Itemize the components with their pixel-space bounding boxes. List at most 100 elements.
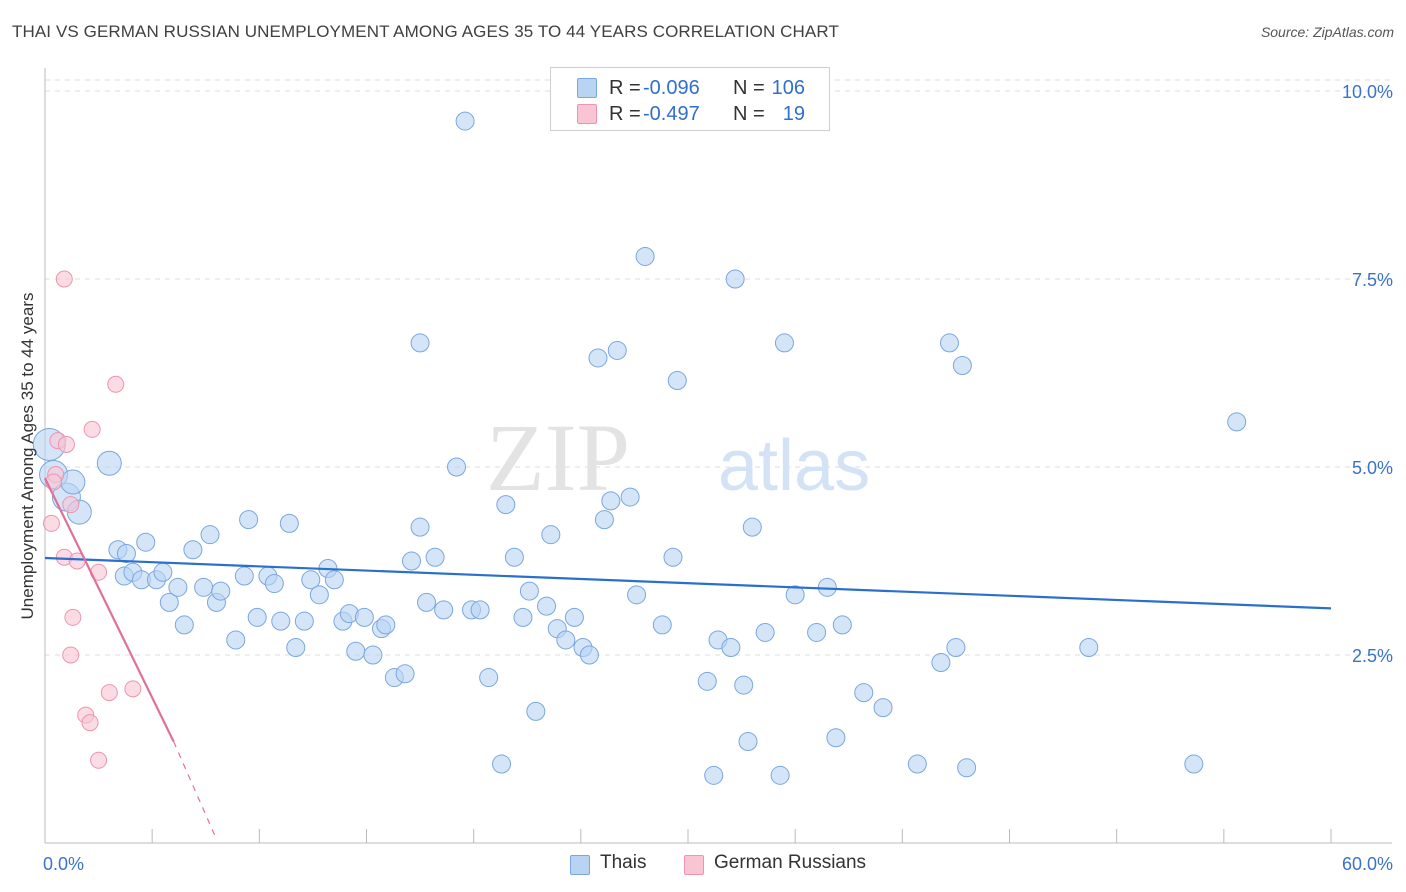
thai-point (738, 731, 758, 751)
x-tick-label-min: 0.0% (43, 854, 84, 874)
thai-point (376, 615, 396, 635)
thai-point (556, 630, 576, 650)
thai-point (946, 637, 966, 657)
thai-point (159, 592, 179, 612)
x-tick-label-max: 60.0% (1342, 854, 1393, 874)
german-russian-trend-line (44, 477, 175, 742)
thai-point (635, 246, 655, 266)
source-credit: Source: ZipAtlas.com (1260, 24, 1394, 40)
thai-point (774, 333, 794, 353)
thai-point (96, 450, 122, 476)
legend-n-label: N = (733, 103, 765, 125)
correlation-legend: R = -0.096 N = 106 R = -0.497 N = 19 (550, 67, 830, 131)
thai-point (470, 600, 490, 620)
thai-point (363, 645, 383, 665)
thai-point (734, 675, 754, 695)
thai-point (667, 371, 687, 391)
thai-point (907, 754, 927, 774)
thai-point (939, 333, 959, 353)
y-tick-label: 7.5% (1352, 270, 1393, 290)
legend-row-german-russians: R = -0.497 N = 19 (551, 101, 829, 127)
thai-point (579, 645, 599, 665)
thai-point (931, 653, 951, 673)
thai-point (513, 607, 533, 627)
thais-legend-label: Thais (600, 852, 647, 873)
thai-point (395, 664, 415, 684)
thai-point (826, 728, 846, 748)
thai-point (601, 491, 621, 511)
german-russian-point (83, 420, 101, 438)
watermark: ZIP atlas (486, 404, 870, 511)
thai-point (200, 525, 220, 545)
thai-point (594, 510, 614, 530)
thai-point (492, 754, 512, 774)
thai-point (60, 469, 86, 495)
thai-point (652, 615, 672, 635)
thai-points (32, 111, 1247, 785)
thai-point (952, 355, 972, 375)
legend-r-label: R = (609, 103, 641, 125)
thai-point (588, 348, 608, 368)
thai-point (1227, 412, 1247, 432)
german-russian-point (81, 714, 99, 732)
german-russians-legend-label: German Russians (714, 852, 867, 873)
thai-point (519, 581, 539, 601)
thai-point (479, 668, 499, 688)
thai-point (957, 758, 977, 778)
thai-point (194, 577, 214, 597)
thai-point (620, 487, 640, 507)
thai-point (697, 671, 717, 691)
thai-point (755, 622, 775, 642)
german-russians-swatch (577, 104, 597, 124)
y-axis-label: Unemployment Among Ages 35 to 44 years (18, 292, 37, 620)
thai-point (873, 698, 893, 718)
german-russian-point (57, 435, 75, 453)
legend-n-label: N = (733, 77, 765, 99)
thai-point (346, 641, 366, 661)
german-russian-point (124, 680, 142, 698)
legend-r-value: -0.096 (643, 77, 700, 99)
german-russian-point (64, 608, 82, 626)
thais-swatch (577, 78, 597, 98)
trend-layer (44, 477, 1332, 840)
thai-point (526, 701, 546, 721)
y-tick-label: 5.0% (1352, 458, 1393, 478)
thai-point (247, 607, 267, 627)
thai-point (425, 547, 445, 567)
german-russians-legend-swatch (684, 855, 704, 875)
german-russian-points (42, 270, 142, 769)
thai-point (417, 592, 437, 612)
thai-point (607, 340, 627, 360)
thai-point (770, 765, 790, 785)
thai-point (271, 611, 291, 631)
german-russian-point (107, 375, 125, 393)
thai-point (742, 517, 762, 537)
thais-legend-swatch (570, 855, 590, 875)
y-tick-label: 2.5% (1352, 646, 1393, 666)
tick-labels: 2.5% 5.0% 7.5% 10.0% 0.0% 60.0% (43, 82, 1393, 874)
thai-point (286, 637, 306, 657)
thai-point (725, 269, 745, 289)
legend-r-value: -0.497 (643, 103, 700, 125)
thai-point (279, 513, 299, 533)
german-russian-point (55, 270, 73, 288)
thai-point (264, 574, 284, 594)
thai-point (663, 547, 683, 567)
thai-point (704, 765, 724, 785)
thai-point (354, 607, 374, 627)
thai-point (447, 457, 467, 477)
thai-point (301, 570, 321, 590)
legend-r-label: R = (609, 77, 641, 99)
legend-row-thais: R = -0.096 N = 106 (551, 75, 829, 101)
thai-point (455, 111, 475, 131)
thai-point (116, 543, 136, 563)
thai-point (410, 517, 430, 537)
thai-point (1184, 754, 1204, 774)
thai-point (402, 551, 422, 571)
thai-point (309, 585, 329, 605)
thai-point (239, 510, 259, 530)
watermark-atlas: atlas (718, 426, 870, 506)
thai-point (627, 585, 647, 605)
thai-point (410, 333, 430, 353)
